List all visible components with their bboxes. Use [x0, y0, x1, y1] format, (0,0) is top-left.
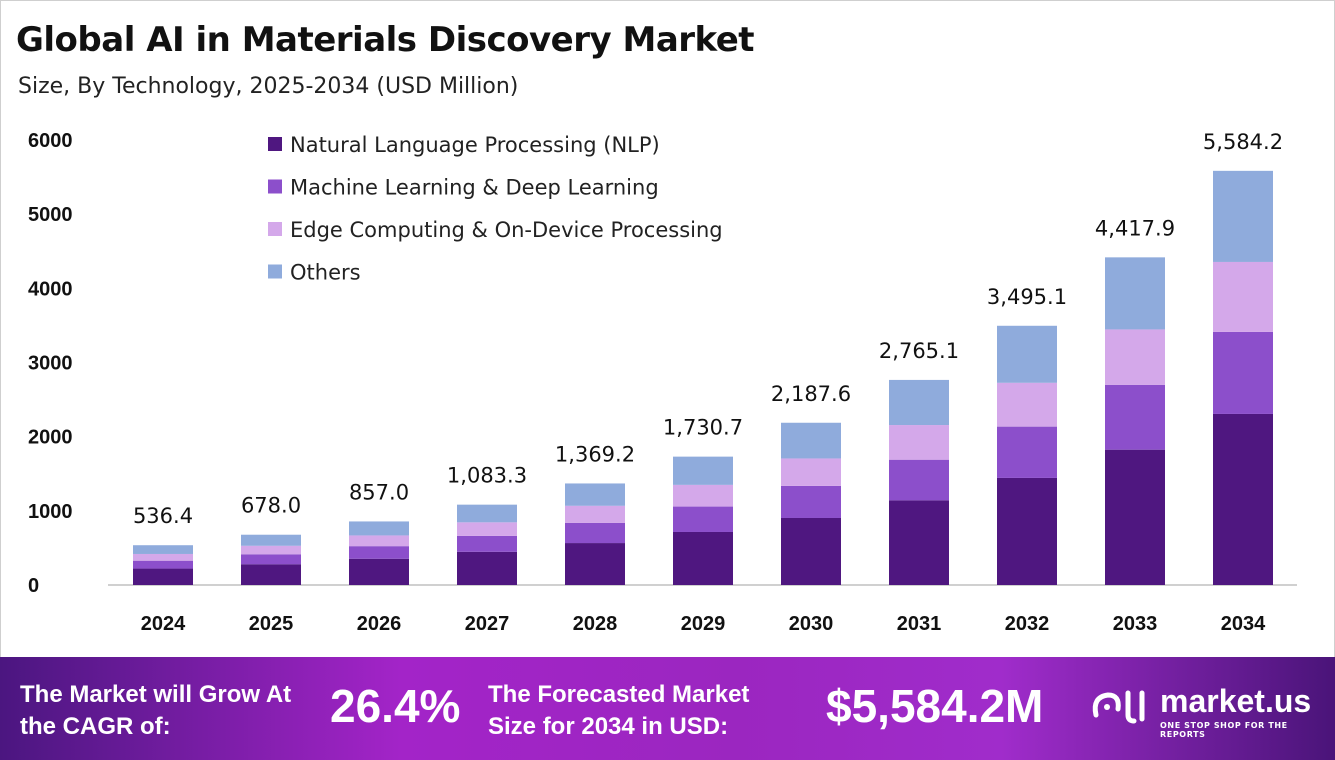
- bar-segment-2032-series-1: [997, 426, 1057, 478]
- bar-segment-2027-series-0: [457, 551, 517, 585]
- total-label: 4,417.9: [1095, 216, 1175, 240]
- bar-segment-2029-series-2: [673, 484, 733, 507]
- bar-segment-2027-series-3: [457, 504, 517, 523]
- bar-segment-2028-series-0: [565, 543, 625, 585]
- y-tick-label: 6000: [28, 130, 73, 152]
- legend-label: Others: [290, 261, 361, 285]
- bar-segment-2030-series-1: [781, 485, 841, 518]
- bar-segment-2032-series-0: [997, 477, 1057, 585]
- total-label: 5,584.2: [1203, 130, 1283, 154]
- stacked-bar-chart: 0 1000 2000 3000 4000 5000 6000 536.4 2024 678.0 2…: [28, 130, 1297, 635]
- forecast-value: $5,584.2M: [826, 680, 1044, 732]
- bar-segment-2029-series-1: [673, 506, 733, 532]
- bar-segment-2026-series-1: [349, 546, 409, 559]
- bar-segment-2031-series-1: [889, 459, 949, 501]
- bar-segment-2032-series-3: [997, 325, 1057, 383]
- y-tick-label: 5000: [28, 204, 73, 226]
- total-label: 536.4: [133, 504, 193, 528]
- chart-title: Global AI in Materials Discovery Market: [16, 20, 755, 60]
- total-label: 3,495.1: [987, 285, 1067, 309]
- x-tick-label: 2024: [141, 613, 186, 635]
- bar-segment-2027-series-1: [457, 535, 517, 552]
- bar-segment-2034-series-2: [1213, 261, 1273, 332]
- total-label: 2,765.1: [879, 339, 959, 363]
- x-tick-label: 2026: [357, 613, 402, 635]
- legend-swatch: [268, 264, 282, 279]
- bar-segment-2028-series-2: [565, 505, 625, 523]
- bar-segment-2034-series-3: [1213, 170, 1273, 262]
- x-tick-label: 2030: [789, 613, 834, 635]
- bar-segment-2026-series-2: [349, 535, 409, 547]
- total-label: 1,730.7: [663, 416, 743, 440]
- bar-segment-2032-series-2: [997, 382, 1057, 427]
- bar-segment-2030-series-3: [781, 422, 841, 459]
- bar-segment-2025-series-0: [241, 564, 301, 585]
- bar-segment-2031-series-2: [889, 425, 949, 460]
- total-label: 2,187.6: [771, 382, 851, 406]
- legend-swatch: [268, 179, 282, 194]
- x-tick-label: 2025: [249, 613, 294, 635]
- bar-segment-2033-series-2: [1105, 329, 1165, 385]
- chart-subtitle: Size, By Technology, 2025-2034 (USD Mill…: [18, 74, 519, 99]
- bar-segment-2034-series-0: [1213, 413, 1273, 585]
- bar-segment-2026-series-3: [349, 521, 409, 536]
- total-label: 857.0: [349, 480, 409, 504]
- bar-segment-2024-series-0: [133, 568, 193, 585]
- market-us-logo-icon: [1092, 690, 1145, 724]
- bar-segment-2030-series-2: [781, 458, 841, 486]
- bar-segment-2024-series-1: [133, 560, 193, 569]
- x-tick-label: 2028: [573, 613, 618, 635]
- bar-segment-2028-series-1: [565, 522, 625, 544]
- total-label: 1,083.3: [447, 464, 527, 488]
- legend-label: Natural Language Processing (NLP): [290, 133, 660, 157]
- bar-segment-2026-series-0: [349, 558, 409, 585]
- x-tick-label: 2027: [465, 613, 510, 635]
- legend-swatch: [268, 137, 282, 151]
- logo-name: market.us: [1160, 683, 1312, 719]
- bar-segment-2025-series-3: [241, 534, 301, 546]
- bar-segment-2030-series-0: [781, 517, 841, 585]
- total-label: 1,369.2: [555, 442, 635, 466]
- y-tick-label: 2000: [28, 427, 73, 449]
- bar-segment-2027-series-2: [457, 522, 517, 536]
- bar-segment-2031-series-3: [889, 379, 949, 426]
- forecast-label: The Forecasted Market Size for 2034 in U…: [488, 681, 750, 740]
- legend-label: Machine Learning & Deep Learning: [290, 176, 659, 200]
- x-tick-label: 2034: [1221, 613, 1266, 635]
- bar-segment-2025-series-2: [241, 545, 301, 555]
- bar-segment-2033-series-0: [1105, 449, 1165, 585]
- bar-segment-2024-series-2: [133, 553, 193, 561]
- bar-segment-2033-series-3: [1105, 257, 1165, 330]
- legend-label: Edge Computing & On-Device Processing: [290, 218, 723, 242]
- bar-segment-2029-series-0: [673, 531, 733, 585]
- bar-segment-2028-series-3: [565, 483, 625, 506]
- bar-segment-2024-series-3: [133, 545, 193, 554]
- y-tick-label: 4000: [28, 278, 73, 300]
- x-tick-label: 2031: [897, 613, 942, 635]
- x-tick-label: 2029: [681, 613, 726, 635]
- legend-swatch: [268, 222, 282, 236]
- bar-segment-2031-series-0: [889, 500, 949, 585]
- bar-segment-2034-series-1: [1213, 331, 1273, 414]
- cagr-value: 26.4%: [330, 680, 461, 732]
- total-label: 678.0: [241, 494, 301, 518]
- bar-segment-2025-series-1: [241, 554, 301, 565]
- footer-banner: The Market will Grow At the CAGR of: 26.…: [0, 657, 1335, 760]
- bar-segment-2029-series-3: [673, 456, 733, 485]
- x-tick-label: 2032: [1005, 613, 1050, 635]
- x-tick-label: 2033: [1113, 613, 1158, 635]
- y-tick-label: 3000: [28, 353, 73, 375]
- cagr-label: The Market will Grow At the CAGR of:: [20, 681, 292, 740]
- bar-segment-2033-series-1: [1105, 384, 1165, 450]
- logo-tagline: ONE STOP SHOP FOR THE REPORTS: [1160, 721, 1288, 739]
- y-tick-label: 0: [28, 575, 39, 597]
- y-tick-label: 1000: [28, 501, 73, 523]
